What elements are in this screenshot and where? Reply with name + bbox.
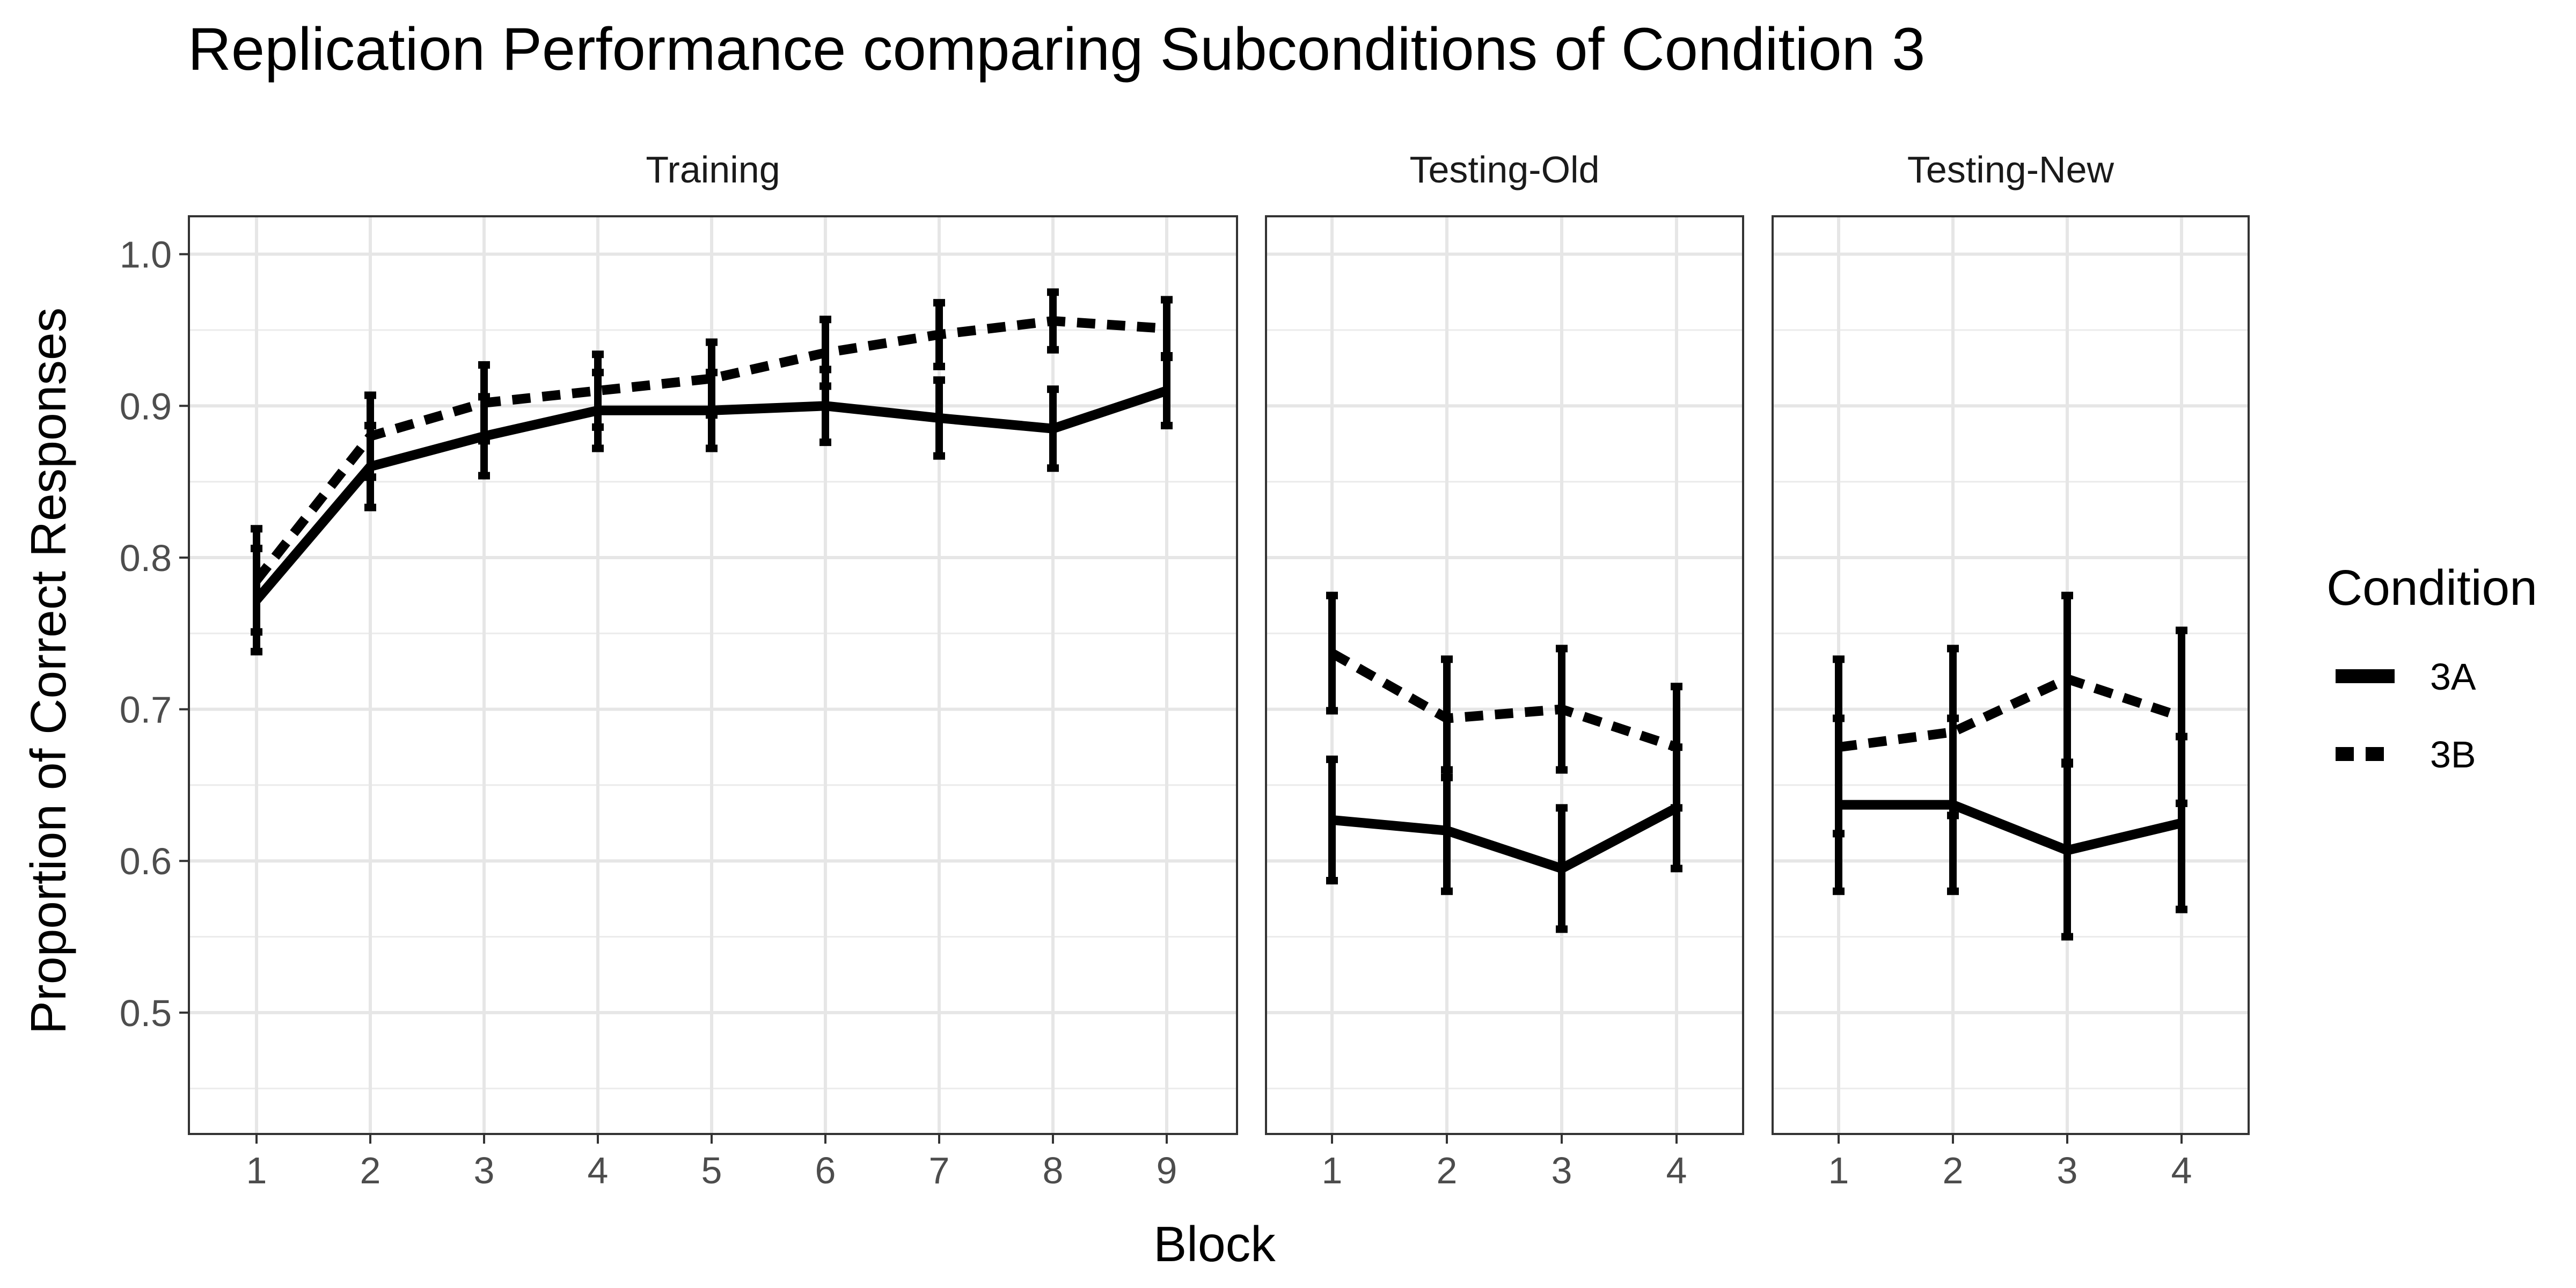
- error-bar-3b: [1947, 649, 1959, 816]
- error-bar-3b: [2176, 631, 2187, 803]
- panel-border: [1773, 216, 2249, 1134]
- y-tick-label: 1.0: [120, 234, 172, 276]
- y-tick-label: 0.5: [120, 992, 172, 1034]
- x-tick-label: 7: [929, 1150, 950, 1191]
- x-tick-label: 1: [1828, 1150, 1849, 1191]
- x-tick-label: 3: [474, 1150, 495, 1191]
- x-tick-label: 1: [1322, 1150, 1343, 1191]
- y-tick-label: 0.6: [120, 840, 172, 882]
- x-axis-title: Block: [1153, 1216, 1276, 1272]
- chart-title: Replication Performance comparing Subcon…: [188, 16, 1925, 83]
- x-tick-label: 6: [815, 1150, 836, 1191]
- panel-training: Training 1 2 3 4 5 6 7 8 9 0.5 0.6 0.7 0.8 0.9 1.0: [120, 149, 1237, 1191]
- strip-label-testing-new: Testing-New: [1907, 149, 2114, 191]
- series-line-3b: [1839, 679, 2182, 747]
- x-tick-label: 5: [701, 1150, 722, 1191]
- facet-panels: Training 1 2 3 4 5 6 7 8 9 0.5 0.6 0.7 0.8 0.9 1.0 Testi…: [120, 149, 2249, 1191]
- panel-testing-new: Testing-New 1 2 3 4: [1773, 149, 2249, 1191]
- y-tick-label: 0.9: [120, 385, 172, 427]
- x-tick-label: 1: [246, 1150, 267, 1191]
- x-tick-label: 2: [1943, 1150, 1964, 1191]
- y-tick-label: 0.8: [120, 537, 172, 579]
- y-tick-label: 0.7: [120, 689, 172, 731]
- x-tick-label: 3: [2057, 1150, 2078, 1191]
- x-tick-label: 3: [1552, 1150, 1572, 1191]
- x-tick-label: 4: [1666, 1150, 1687, 1191]
- panel-testing-old: Testing-Old 1 2 3 4: [1266, 149, 1743, 1191]
- legend-title: Condition: [2326, 560, 2537, 616]
- x-tick-label: 8: [1043, 1150, 1064, 1191]
- error-bar-3b: [1161, 299, 1173, 357]
- x-tick-label: 2: [1437, 1150, 1458, 1191]
- x-tick-label: 9: [1157, 1150, 1177, 1191]
- legend: Condition 3A 3B: [2326, 560, 2537, 775]
- series-line-3a: [1839, 805, 2182, 851]
- panel-border: [1266, 216, 1743, 1134]
- series-line-3b: [1332, 653, 1677, 747]
- strip-label-testing-old: Testing-Old: [1409, 149, 1599, 191]
- legend-label-3a: 3A: [2430, 656, 2476, 698]
- x-tick-label: 4: [588, 1150, 609, 1191]
- legend-label-3b: 3B: [2430, 734, 2476, 775]
- x-tick-label: 4: [2171, 1150, 2192, 1191]
- x-tick-label: 2: [360, 1150, 381, 1191]
- strip-label-training: Training: [646, 149, 780, 191]
- y-axis-title: Proportion of Correct Responses: [20, 308, 76, 1034]
